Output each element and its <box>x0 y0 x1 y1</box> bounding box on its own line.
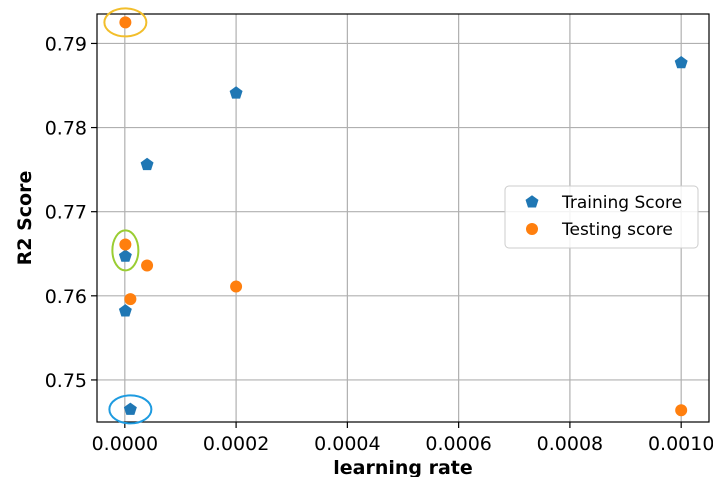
testing-point <box>119 16 132 29</box>
legend-marker-training <box>525 195 539 208</box>
training-point <box>123 402 137 415</box>
highlight-max-testing <box>103 7 148 38</box>
legend-box <box>504 185 699 249</box>
highlight-ellipses <box>103 7 153 425</box>
legend-pentagon-icon <box>525 195 539 208</box>
training-point <box>674 55 688 69</box>
highlight-close-pair <box>111 229 140 272</box>
training-point <box>229 86 243 99</box>
legend-label-testing: Testing score <box>561 220 673 240</box>
data-points <box>118 16 688 417</box>
y-tick-label: 0.78 <box>45 118 87 140</box>
plot-frame <box>96 13 710 423</box>
x-axis: 0.0000 0.0002 0.0004 0.0006 0.0008 0.0010 <box>92 422 713 455</box>
y-axis: 0.75 0.76 0.77 0.78 0.79 <box>45 33 97 392</box>
y-tick-label: 0.75 <box>45 370 87 392</box>
x-tick-label: 0.0006 <box>425 433 491 455</box>
y-tick-label: 0.79 <box>45 33 87 55</box>
y-tick-label: 0.77 <box>45 202 87 224</box>
x-tick-label: 0.0002 <box>203 433 269 455</box>
testing-point <box>141 259 154 272</box>
x-tick-label: 0.0008 <box>537 433 603 455</box>
legend-marker-testing <box>526 223 538 235</box>
x-tick-label: 0.0010 <box>648 433 713 455</box>
x-tick-label: 0.0000 <box>92 433 158 455</box>
x-axis-title: learning rate <box>333 457 473 477</box>
legend: Training Score Testing score <box>504 185 699 249</box>
highlight-min-training <box>108 394 153 425</box>
training-point <box>118 304 132 317</box>
y-tick-label: 0.76 <box>45 286 87 308</box>
y-axis-title: R2 Score <box>14 171 36 266</box>
training-point <box>140 157 154 171</box>
testing-point <box>124 293 137 306</box>
x-tick-label: 0.0004 <box>314 433 380 455</box>
testing-point <box>675 404 688 417</box>
training-point <box>118 249 132 262</box>
testing-point <box>230 280 243 293</box>
legend-label-training: Training Score <box>561 193 682 213</box>
testing-point <box>119 238 132 251</box>
legend-circle-icon <box>526 223 538 235</box>
